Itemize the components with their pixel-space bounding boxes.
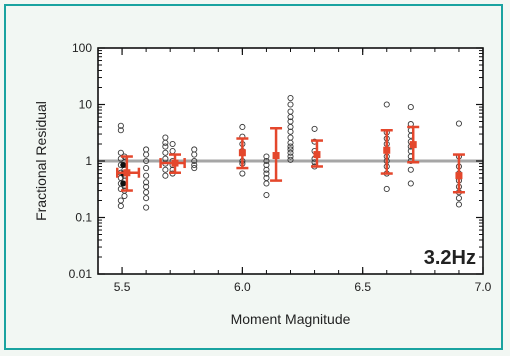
residual-point (263, 191, 270, 199)
summary-marker (272, 152, 280, 160)
residual-point-filled (120, 180, 127, 187)
residual-point (162, 172, 169, 179)
residual-point (263, 157, 270, 165)
residual-point (117, 127, 124, 134)
residual-point (287, 143, 294, 150)
residual-point (191, 157, 198, 165)
residual-point (287, 101, 294, 108)
summary-marker (313, 151, 321, 159)
residual-point (263, 170, 270, 177)
residual-point (287, 139, 294, 146)
residual-point (287, 123, 294, 131)
x-tick-label: 6.0 (234, 280, 251, 294)
residual-point (287, 153, 294, 160)
chart-frame: 5.5 6.0 6.5 7.0 0.01 0.1 1 10 100 3.2Hz Moment M… (4, 4, 503, 350)
y-tick-label: 0.1 (75, 211, 92, 225)
residual-point (143, 189, 150, 196)
residual-point (263, 166, 270, 173)
chart: 5.5 6.0 6.5 7.0 0.01 0.1 1 10 100 3.2Hz Moment M… (33, 41, 492, 327)
residual-point (143, 172, 150, 179)
residual-point (117, 185, 124, 193)
summary-marker (123, 169, 131, 177)
x-tick-label: 5.5 (114, 280, 131, 294)
residual-point (407, 180, 414, 187)
residual-point (117, 202, 124, 210)
summary-marker (455, 172, 463, 180)
residual-point (121, 192, 128, 200)
residual-point (143, 195, 150, 202)
residual-point (169, 140, 176, 148)
residual-point (143, 157, 150, 165)
residual-point (162, 139, 169, 146)
residual-point (287, 95, 294, 102)
annotation-label: 3.2Hz (424, 247, 476, 269)
residual-point (455, 201, 462, 208)
residual-point (263, 153, 270, 160)
residual-point (143, 204, 150, 211)
summary-marker (238, 149, 246, 157)
residual-point (143, 179, 150, 186)
y-tick-label: 0.01 (69, 267, 93, 281)
residual-point (455, 120, 462, 127)
residual-point (143, 151, 150, 158)
residual-point (191, 161, 198, 169)
y-tick-label: 100 (72, 41, 92, 55)
residual-point (191, 165, 198, 172)
residual-point (239, 123, 246, 131)
residual-point (239, 170, 246, 177)
y-tick-label: 1 (85, 154, 92, 168)
residual-point (162, 149, 169, 156)
y-axis-title: Fractional Residual (33, 101, 49, 221)
residual-point (383, 185, 390, 193)
residual-point (287, 156, 294, 163)
residual-point (162, 143, 169, 150)
summary-marker (383, 146, 391, 154)
x-axis-title: Moment Magnitude (231, 311, 351, 327)
residual-point (263, 180, 270, 187)
residual-point (191, 151, 198, 158)
summary-marker (409, 141, 417, 149)
residual-point (407, 166, 414, 173)
residual-point (143, 165, 150, 172)
residual-point (117, 122, 124, 129)
residual-point (287, 149, 294, 156)
residual-point (311, 125, 318, 132)
x-tick-label: 6.5 (354, 280, 371, 294)
y-tick-label: 10 (79, 98, 93, 112)
residual-point (287, 128, 294, 135)
residual-point (287, 113, 294, 121)
x-tick-label: 7.0 (475, 280, 492, 294)
residual-point (162, 166, 169, 173)
residual-point (455, 195, 462, 202)
residual-point (287, 146, 294, 153)
residual-point (117, 149, 124, 156)
summary-marker (171, 159, 179, 167)
residual-point (407, 104, 414, 111)
residual-point-filled (120, 161, 127, 169)
residual-point (383, 101, 390, 108)
plot-frame (97, 47, 484, 275)
